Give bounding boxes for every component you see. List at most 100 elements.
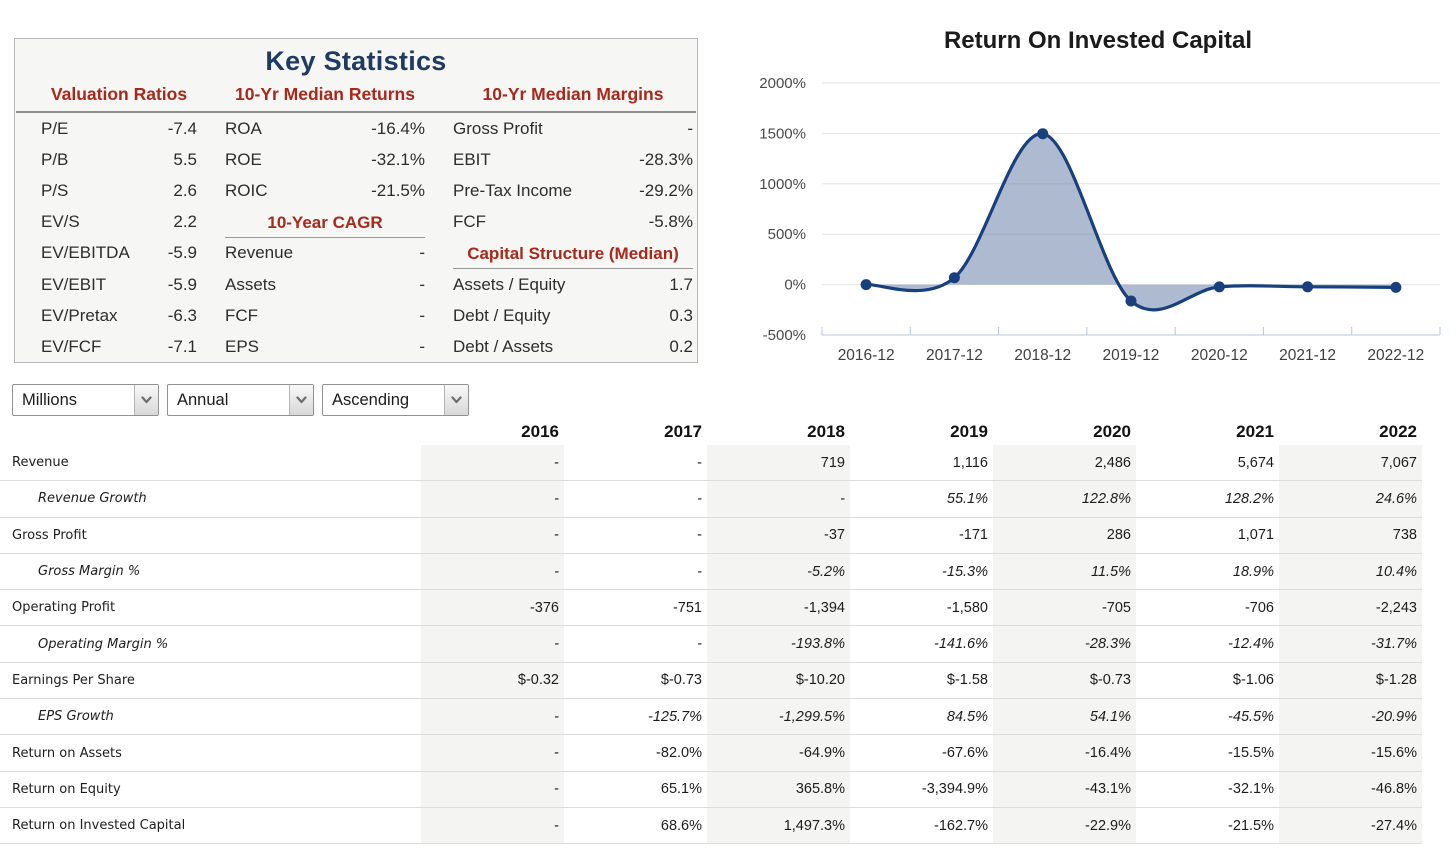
table-row: Return on Assets - -82.0% -64.9% -67.6% -16.4… <box>0 735 1422 772</box>
row-label: Operating Margin % <box>38 636 169 652</box>
cell-value: -15.5% <box>1228 745 1274 762</box>
data-point[interactable] <box>1213 281 1225 293</box>
unit-select[interactable]: Millions <box>12 384 159 416</box>
table-row: Gross Profit - - -37 -171 286 1,071 738 <box>0 517 1422 554</box>
key-statistics-headers: Valuation Ratios 10-Yr Median Returns 10-Y… <box>15 77 697 111</box>
cell-value: 55.1% <box>946 490 988 507</box>
period-select-button[interactable] <box>289 385 313 415</box>
stat-label: Pre-Tax Income <box>453 180 573 200</box>
financials-table: 2016 2017 2018 2019 2020 2021 2022 Revenue - -71… <box>0 419 1422 845</box>
roic-line <box>864 132 1398 312</box>
keystats-subheader: 10-Year CAGR <box>225 208 425 238</box>
stat-value: 0.3 <box>669 305 693 325</box>
stat-label: Revenue <box>225 243 294 263</box>
chart-title: Return On Invested Capital <box>944 27 1252 54</box>
period-select[interactable]: Annual <box>167 384 314 416</box>
keystats-row: EV/EBITDA -5.9 <box>41 243 197 263</box>
cell-value: -28.3% <box>993 626 1136 662</box>
stat-label: ROIC <box>225 180 268 200</box>
keystats-row: Debt / Assets 0.2 <box>453 337 693 357</box>
cell-value: - <box>697 636 702 653</box>
keystats-row: ROE -32.1% <box>225 150 425 170</box>
cell-value: $-10.20 <box>707 662 850 699</box>
cell-value: 24.6% <box>1279 481 1422 517</box>
row-label: Operating Profit <box>12 600 116 616</box>
stat-label: Gross Profit <box>453 118 543 138</box>
cell-value: -125.7% <box>647 708 702 725</box>
y-axis-label: 1000% <box>759 176 806 193</box>
y-axis-label: -500% <box>763 327 806 344</box>
cell-value: -5.2% <box>707 553 850 590</box>
stat-value: -21.5% <box>371 180 425 200</box>
key-statistics-title: Key Statistics <box>265 46 447 76</box>
year-header: 2018 <box>807 422 845 441</box>
cell-value: -46.8% <box>1279 771 1422 807</box>
data-point[interactable] <box>1390 281 1402 293</box>
cell-value: 68.6% <box>660 817 702 834</box>
keystats-row: P/E -7.4 <box>41 119 197 139</box>
stat-label: FCF <box>225 305 259 325</box>
cell-value: - <box>697 490 702 507</box>
cell-value: - <box>421 807 564 844</box>
keystats-row: P/B 5.5 <box>41 150 197 170</box>
header-divider <box>16 111 696 113</box>
cell-value: 11.5% <box>993 553 1136 590</box>
cell-value: 7,067 <box>1279 445 1422 481</box>
table-row: EPS Growth - -125.7% -1,299.5% 84.5% 54.1% -45… <box>0 699 1422 736</box>
stat-value: 5.5 <box>173 149 197 169</box>
cell-value: $-0.73 <box>660 672 702 689</box>
sort-order-select-button[interactable] <box>444 385 468 415</box>
stat-label: EV/EBITDA <box>41 243 130 263</box>
data-point[interactable] <box>1125 295 1137 307</box>
roic-area <box>866 133 1396 310</box>
chevron-down-icon <box>141 396 152 404</box>
data-point[interactable] <box>1037 128 1049 140</box>
cell-value: 1,497.3% <box>707 807 850 844</box>
stat-value: 0.2 <box>669 336 693 356</box>
x-axis-label: 2021-12 <box>1279 347 1336 364</box>
stat-value: - <box>419 336 425 356</box>
cell-value: - <box>421 735 564 771</box>
cell-value: -45.5% <box>1228 708 1274 725</box>
data-point[interactable] <box>1302 281 1314 293</box>
keystats-row: FCF - <box>225 306 425 326</box>
stat-label: Debt / Equity <box>453 305 551 325</box>
sort-order-select[interactable]: Ascending <box>322 384 469 416</box>
cell-value: -67.6% <box>942 745 988 762</box>
key-statistics-panel: Key Statistics Valuation Ratios 10-Yr Med… <box>14 38 698 363</box>
cell-value: - <box>421 553 564 590</box>
stat-label: EV/S <box>41 212 80 232</box>
row-label: Earnings Per Share <box>12 672 135 688</box>
stat-label: EV/EBIT <box>41 274 107 294</box>
unit-select-button[interactable] <box>134 385 158 415</box>
cell-value: 719 <box>707 445 850 481</box>
keystats-section-header: 10-Yr Median Margins <box>482 84 664 104</box>
data-point[interactable] <box>948 272 960 284</box>
cell-value: $-1.06 <box>1232 672 1274 689</box>
cell-value: -64.9% <box>707 735 850 771</box>
cell-value: -20.9% <box>1279 699 1422 735</box>
stat-value: -5.9 <box>167 243 197 263</box>
table-row: Revenue Growth - - -55.1% 122.8% 128.2% 24.6% <box>0 481 1422 518</box>
cell-value: - <box>421 481 564 517</box>
year-header: 2017 <box>664 422 702 441</box>
x-axis-label: 2017-12 <box>926 347 983 364</box>
x-axis-label: 2022-12 <box>1367 347 1424 364</box>
keystats-row: EPS - <box>225 337 425 357</box>
data-point[interactable] <box>860 279 872 291</box>
cell-value: 1,071 <box>1237 527 1274 544</box>
year-header: 2021 <box>1236 422 1274 441</box>
cell-value: $-1.58 <box>946 672 988 689</box>
stat-label: Assets <box>225 274 277 294</box>
stat-label: P/S <box>41 180 69 200</box>
cell-value: -31.7% <box>1279 626 1422 662</box>
row-label: EPS Growth <box>38 709 114 725</box>
year-header: 2022 <box>1379 422 1417 441</box>
stat-value: -5.8% <box>648 212 693 232</box>
stat-label: EV/Pretax <box>41 305 118 325</box>
cell-value: 5,674 <box>1237 454 1274 471</box>
y-axis-label: 2000% <box>759 75 806 92</box>
cell-value: -1,299.5% <box>707 699 850 735</box>
cell-value: -82.0% <box>656 745 702 762</box>
cell-value: - <box>421 626 564 662</box>
